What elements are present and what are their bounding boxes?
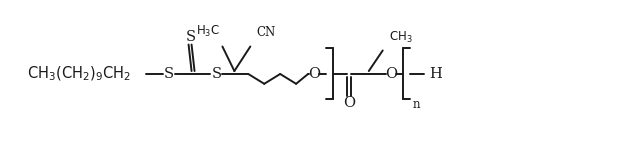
Text: S: S bbox=[211, 67, 221, 81]
Text: CN: CN bbox=[256, 26, 276, 39]
Text: S: S bbox=[186, 30, 196, 44]
Text: O: O bbox=[308, 67, 320, 81]
Text: S: S bbox=[164, 67, 173, 81]
Text: H: H bbox=[429, 67, 442, 81]
Text: n: n bbox=[413, 98, 420, 111]
Text: $\mathsf{H_3C}$: $\mathsf{H_3C}$ bbox=[196, 24, 220, 39]
Text: $\mathsf{CH_3(CH_2)_9CH_2}$: $\mathsf{CH_3(CH_2)_9CH_2}$ bbox=[27, 65, 131, 83]
Text: $\mathsf{CH_3}$: $\mathsf{CH_3}$ bbox=[388, 29, 412, 45]
Text: O: O bbox=[385, 67, 397, 81]
Text: O: O bbox=[343, 96, 355, 110]
